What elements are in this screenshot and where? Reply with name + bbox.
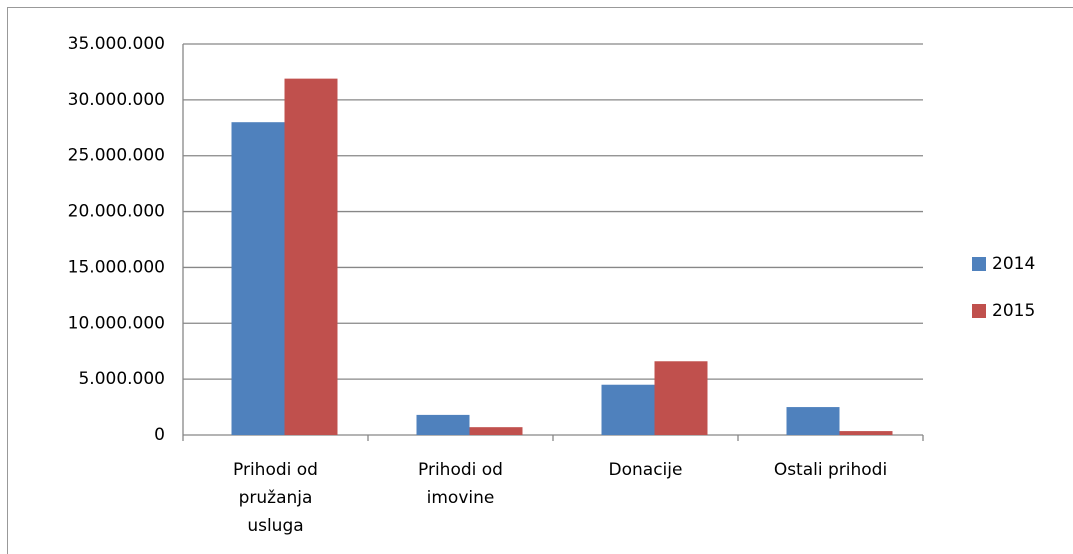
x-tick-label: Ostali prihodi (774, 460, 887, 480)
bar (786, 407, 840, 435)
bar (839, 431, 893, 435)
y-tick-label: 15.000.000 (68, 257, 165, 277)
bar (284, 78, 338, 435)
x-tick-label: Prihodi od pružanja usluga (233, 460, 318, 536)
legend-label: 2014 (992, 254, 1035, 274)
bar (601, 384, 655, 435)
bar (654, 361, 708, 435)
legend-label: 2015 (992, 301, 1035, 321)
chart-border (7, 7, 1073, 554)
bar (231, 122, 285, 435)
x-tick-label: Donacije (609, 460, 683, 480)
y-tick-label: 30.000.000 (68, 90, 165, 110)
legend-swatch (972, 304, 986, 318)
y-tick-label: 5.000.000 (78, 369, 165, 389)
y-tick-label: 20.000.000 (68, 202, 165, 222)
y-tick-label: 35.000.000 (68, 34, 165, 54)
bar (416, 414, 470, 435)
bar (469, 427, 523, 435)
legend-swatch (972, 257, 986, 271)
y-tick-label: 0 (154, 425, 165, 445)
y-tick-label: 25.000.000 (68, 146, 165, 166)
y-tick-label: 10.000.000 (68, 313, 165, 333)
x-tick-label: Prihodi od imovine (418, 460, 503, 508)
